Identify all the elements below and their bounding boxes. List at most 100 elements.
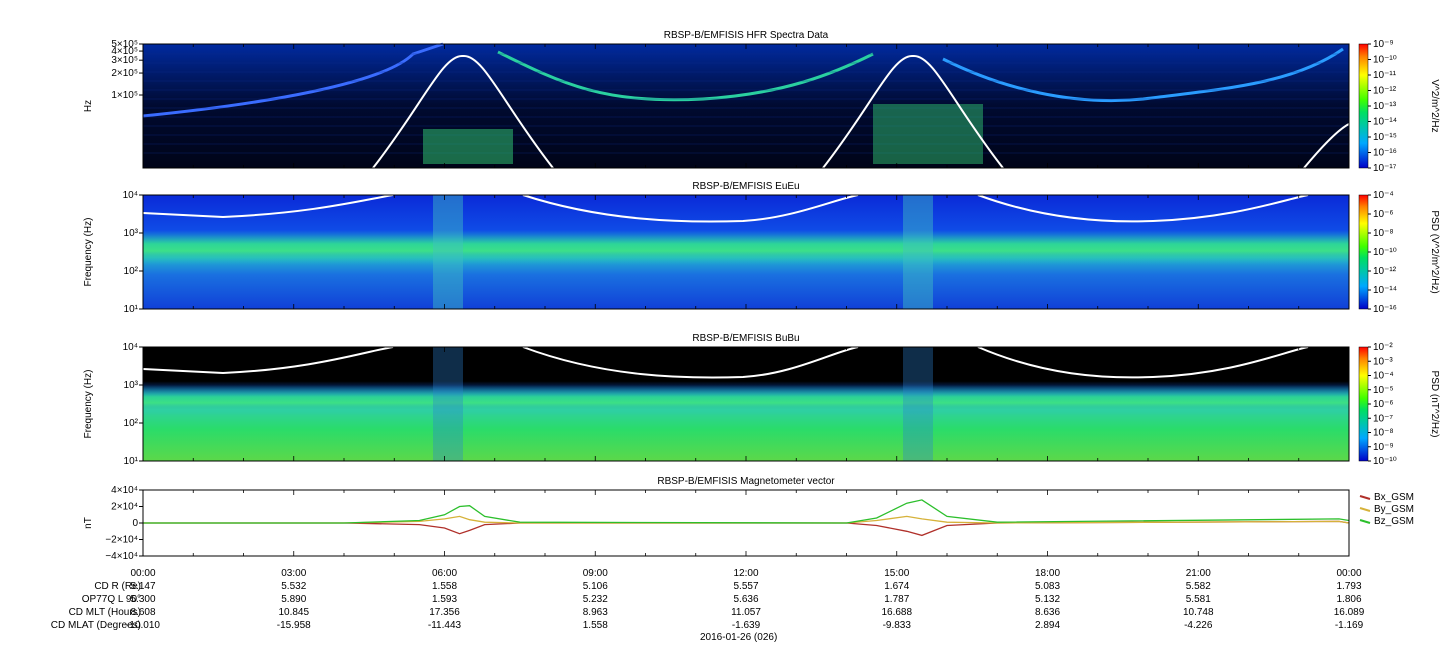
ephemeris-value: 5.232 [583,594,608,605]
colorbar [1358,43,1369,169]
emission-column [433,195,463,309]
ephemeris-value: 5.132 [1035,594,1060,605]
ephemeris-value: -10.010 [126,620,160,631]
ephemeris-value: 1.593 [432,594,457,605]
colorbar-tick-label: 10⁻¹⁴ [1373,117,1397,128]
colorbar-tick-label: 10⁻⁹ [1373,442,1394,453]
colorbar-tick-label: 10⁻¹⁵ [1373,132,1397,143]
ephemeris-value: 8.963 [583,607,608,618]
emission-column [433,347,463,461]
colorbar-tick-label: 10⁻¹⁰ [1373,55,1397,66]
emission-patch [423,129,513,164]
spectrogram-area [143,44,1349,168]
ephemeris-value: 1.558 [583,620,608,631]
gyrofrequency-curve [142,194,394,219]
ephemeris-value: -11.443 [428,620,462,631]
ephemeris-row-label: CD MLAT (Degrees) [51,620,141,631]
colorbar-label: V^2/m^2/Hz [1429,79,1440,132]
colorbar-label: PSD (V^2/m^2/Hz) [1429,210,1440,293]
gyrofrequency-curve [522,194,859,223]
y-tick-label: 4×10⁴ [111,485,138,496]
gyrofrequency-curve [977,346,1309,379]
colorbar-tick-label: 10⁻¹³ [1373,101,1397,112]
colorbar-tick-label: 10⁻⁵ [1373,385,1394,396]
x-tick-label: 12:00 [733,568,758,579]
series-line-Bz_GSM [143,499,1350,524]
colorbar [1358,194,1369,310]
ephemeris-value: 5.106 [583,581,608,592]
colorbar-tick-label: 10⁻³ [1373,356,1393,367]
ephemeris-value: 8.608 [130,607,155,618]
gyrofrequency-curve [1303,123,1350,169]
gyrofrequency-curve [977,194,1309,223]
legend-swatch [1359,507,1371,512]
x-tick-label: 21:00 [1186,568,1211,579]
legend-entry: Bz_GSM [1374,516,1414,527]
ephemeris-value: -4.226 [1184,620,1213,631]
ephemeris-row-label: CD MLT (Hours) [69,607,141,618]
ephemeris-value: 5.083 [1035,581,1060,592]
y-tick-label: −2×10⁴ [105,535,138,546]
colorbar-tick-label: 10⁻⁴ [1373,190,1394,201]
y-tick-label: 0 [132,518,138,529]
y-tick-label: 4×10⁵ [111,46,138,57]
ephemeris-value: 5.557 [733,581,758,592]
ephemeris-value: 1.793 [1336,581,1361,592]
ephemeris-row-label: OP77Q L 90° [82,594,141,605]
x-axis-labels: 00:00 03:00 06:00 09:00 12:00 15:00 18:00 21:00… [51,568,1365,631]
y-tick-label: 10² [124,266,139,277]
gyrofrequency-curve [142,346,394,375]
ephemeris-value: 5.890 [281,594,306,605]
emission-patch [873,104,983,164]
colorbar-tick-label: 10⁻¹¹ [1373,70,1397,81]
legend-swatch [1359,519,1371,524]
y-tick-label: 10² [124,418,139,429]
y-tick-label: 10³ [124,228,139,239]
gyrofrequency-curve [522,346,859,379]
panel-1: RBSP-B/EMFISIS HFR Spectra Data 5×10⁵4×10… [83,30,1440,174]
ephemeris-value: 16.089 [1334,607,1365,618]
colorbar-tick-label: 10⁻¹⁰ [1373,247,1397,258]
y-axis-label: nT [83,517,94,529]
y-tick-label: 5×10⁵ [111,39,138,50]
panel-2: RBSP-B/EMFISIS EuEu 10⁴ 10³ 10² 10¹ Frequency… [83,181,1440,315]
y-tick-label: −4×10⁴ [105,551,138,562]
x-tick-label: 15:00 [884,568,909,579]
colorbar [1358,346,1369,462]
colorbar-tick-label: 10⁻¹² [1373,266,1397,277]
panel-title: RBSP-B/EMFISIS HFR Spectra Data [664,30,829,41]
colorbar-tick-label: 10⁻¹⁰ [1373,456,1397,467]
ephemeris-value: 5.581 [1186,594,1211,605]
colorbar-label: PSD (nT^2/Hz) [1429,371,1440,438]
colorbar-tick-label: 10⁻¹⁶ [1373,304,1397,315]
ephemeris-value: -15.958 [277,620,311,631]
ephemeris-value: 8.636 [1035,607,1060,618]
colorbar-tick-label: 10⁻¹⁴ [1373,285,1397,296]
colorbar-tick-label: 10⁻⁹ [1373,39,1394,50]
x-tick-label: 00:00 [1336,568,1361,579]
colorbar-tick-label: 10⁻¹² [1373,86,1397,97]
colorbar-tick-label: 10⁻⁸ [1373,428,1394,439]
x-tick-label: 18:00 [1035,568,1060,579]
gyrofrequency-curve [822,54,1004,169]
y-tick-label: 2×10⁴ [111,502,138,513]
ephemeris-value: -1.169 [1335,620,1364,631]
legend-entry: By_GSM [1374,504,1414,515]
y-axis-label: Frequency (Hz) [83,370,94,439]
colorbar-tick-label: 10⁻⁴ [1373,371,1394,382]
date-label: 2016-01-26 (026) [700,632,778,643]
ephemeris-value: 10.748 [1183,607,1214,618]
colorbar-tick-label: 10⁻⁸ [1373,228,1394,239]
ephemeris-row-label: CD R (Re) [94,581,141,592]
panel-3: RBSP-B/EMFISIS BuBu 10⁴ 10³ 10² 10¹ Frequency… [83,333,1440,467]
x-tick-label: 06:00 [432,568,457,579]
ephemeris-value: 5.582 [1186,581,1211,592]
ephemeris-value: -1.639 [732,620,761,631]
y-tick-label: 2×10⁵ [111,68,138,79]
y-tick-label: 3×10⁵ [111,55,138,66]
emission-column [903,195,933,309]
legend-swatch [1359,495,1371,500]
colorbar-tick-label: 10⁻¹⁷ [1373,163,1397,174]
colorbar-tick-label: 10⁻⁶ [1373,209,1394,220]
